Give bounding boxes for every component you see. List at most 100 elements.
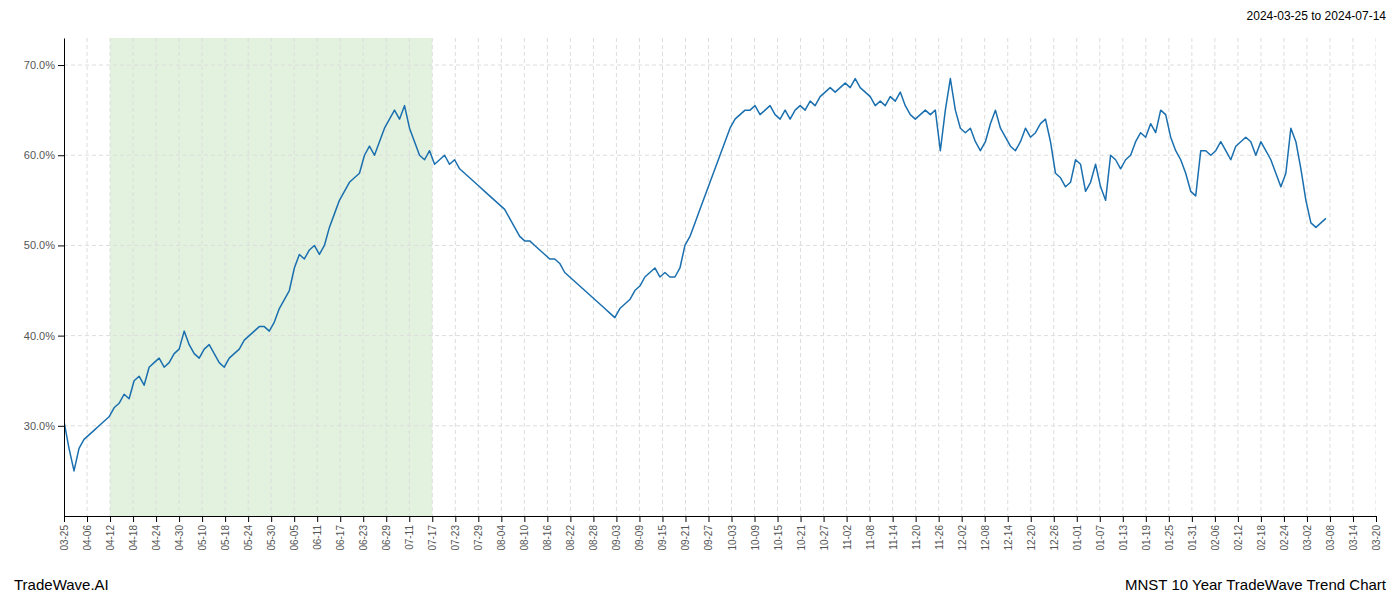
grid-line — [1053, 38, 1054, 516]
grid-line — [156, 38, 157, 516]
x-tick-mark — [639, 516, 640, 522]
x-tick-label: 10-21 — [796, 525, 807, 551]
x-tick-mark — [409, 516, 410, 522]
x-tick-label: 09-09 — [634, 525, 645, 551]
y-tick: 30.0% — [24, 420, 64, 432]
grid-line — [294, 38, 295, 516]
x-tick-label: 11-14 — [888, 525, 899, 550]
grid-line — [340, 38, 341, 516]
x-tick: 10-21 — [796, 516, 807, 551]
x-tick-mark — [893, 516, 894, 522]
x-tick-label: 09-15 — [657, 525, 668, 551]
x-tick-mark — [916, 516, 917, 522]
x-tick: 07-11 — [404, 516, 415, 550]
x-tick-label: 10-15 — [773, 525, 784, 551]
grid-line — [547, 38, 548, 516]
grid-line — [179, 38, 180, 516]
x-tick-mark — [432, 516, 433, 522]
x-tick-mark — [1284, 516, 1285, 522]
x-tick-label: 07-17 — [427, 525, 438, 551]
x-tick-mark — [662, 516, 663, 522]
grid-line — [501, 38, 502, 516]
x-tick-label: 12-26 — [1049, 525, 1060, 551]
x-tick-mark — [1100, 516, 1101, 522]
x-tick: 05-30 — [266, 516, 277, 551]
x-tick: 09-15 — [657, 516, 668, 551]
y-tick-mark — [58, 336, 64, 337]
x-tick: 06-23 — [358, 516, 369, 551]
x-tick-mark — [824, 516, 825, 522]
x-tick-mark — [1261, 516, 1262, 522]
grid-line — [800, 38, 801, 516]
x-tick-label: 02-12 — [1233, 525, 1244, 551]
grid-line — [731, 38, 732, 516]
grid-line — [64, 38, 65, 516]
grid-line — [708, 38, 709, 516]
x-tick-label: 08-28 — [588, 525, 599, 551]
grid-line — [869, 38, 870, 516]
grid-line — [593, 38, 594, 516]
grid-line — [961, 38, 962, 516]
x-tick-label: 04-30 — [174, 525, 185, 551]
x-tick: 03-25 — [59, 516, 70, 551]
grid-line — [938, 38, 939, 516]
x-tick-label: 04-24 — [151, 525, 162, 551]
x-axis-line — [65, 516, 1377, 517]
x-tick: 12-02 — [957, 516, 968, 551]
x-tick: 04-18 — [128, 516, 139, 551]
x-tick: 12-20 — [1026, 516, 1037, 551]
x-tick-label: 04-18 — [128, 525, 139, 551]
line — [64, 79, 1326, 471]
x-tick: 11-02 — [842, 516, 853, 550]
x-tick-label: 02-18 — [1256, 525, 1267, 551]
grid-line — [892, 38, 893, 516]
x-tick: 06-05 — [289, 516, 300, 551]
x-tick-label: 01-13 — [1118, 525, 1129, 551]
chart: 03-2504-0604-1204-1804-2404-3005-1005-18… — [0, 0, 1400, 600]
x-tick-mark — [501, 516, 502, 522]
grid-line — [455, 38, 456, 516]
x-tick: 09-09 — [634, 516, 645, 551]
x-tick-label: 05-18 — [220, 525, 231, 551]
x-tick-label: 07-23 — [450, 525, 461, 551]
x-tick-label: 03-25 — [59, 525, 70, 551]
y-axis: 30.0%40.0%50.0%60.0%70.0% — [24, 39, 65, 517]
y-axis-line — [64, 39, 65, 517]
x-tick-label: 06-05 — [289, 525, 300, 551]
x-tick-label: 12-08 — [980, 525, 991, 551]
x-tick-mark — [1146, 516, 1147, 522]
x-tick: 08-16 — [542, 516, 553, 551]
grid-line — [1352, 38, 1353, 516]
x-tick: 04-30 — [174, 516, 185, 551]
x-tick-label: 01-01 — [1072, 525, 1083, 551]
x-tick: 08-28 — [588, 516, 599, 551]
x-tick-label: 11-20 — [911, 525, 922, 550]
y-tick: 60.0% — [24, 149, 64, 161]
x-tick-mark — [179, 516, 180, 522]
grid-line — [616, 38, 617, 516]
x-tick: 01-25 — [1164, 516, 1175, 551]
grid-line — [64, 425, 1376, 426]
x-tick-mark — [156, 516, 157, 522]
x-tick: 10-15 — [773, 516, 784, 551]
x-tick-label: 01-25 — [1164, 525, 1175, 551]
x-tick-label: 07-11 — [404, 525, 415, 550]
x-tick-mark — [778, 516, 779, 522]
x-tick: 08-10 — [519, 516, 530, 551]
x-tick-mark — [87, 516, 88, 522]
x-tick-mark — [248, 516, 249, 522]
x-tick: 06-29 — [381, 516, 392, 551]
x-tick-mark — [685, 516, 686, 522]
x-tick-mark — [870, 516, 871, 522]
x-tick-label: 08-22 — [565, 525, 576, 551]
x-tick-label: 03-08 — [1325, 525, 1336, 551]
x-tick-label: 09-27 — [703, 525, 714, 551]
x-tick: 03-20 — [1371, 516, 1382, 551]
grid-line — [409, 38, 410, 516]
grid — [64, 38, 1376, 516]
x-tick: 09-21 — [680, 516, 691, 551]
x-tick-mark — [939, 516, 940, 522]
x-tick: 02-12 — [1233, 516, 1244, 551]
grid-line — [225, 38, 226, 516]
x-tick: 01-31 — [1187, 516, 1198, 551]
